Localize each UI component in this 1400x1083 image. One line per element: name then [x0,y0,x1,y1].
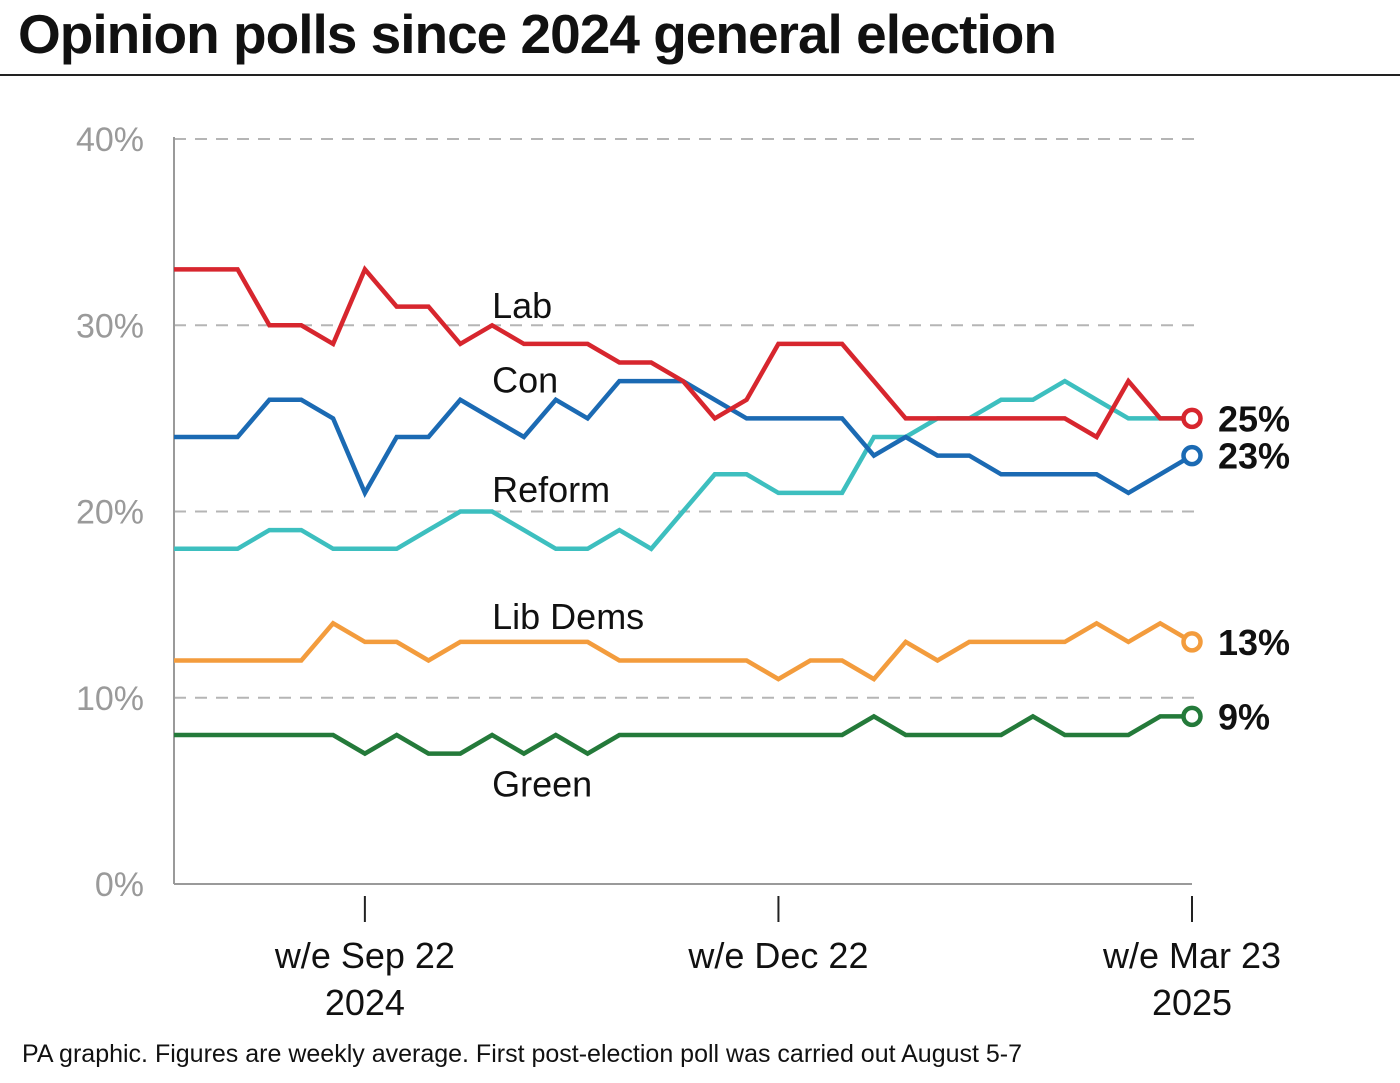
x-tick-year-0: 2024 [325,982,405,1023]
x-axis-ticks: w/e Sep 22 2024 w/e Dec 22 w/e Mar 23 2025 [274,896,1281,1023]
end-value-lab: 25% [1218,398,1290,439]
title-divider [0,74,1400,76]
x-tick-label-1: w/e Dec 22 [687,935,868,976]
y-axis-ticks: 0% 10% 20% 30% 40% [76,121,144,904]
series-line-lab [174,265,1192,441]
x-tick-label-2: w/e Mar 23 [1102,935,1281,976]
end-value-lib-dems: 13% [1218,622,1290,663]
footer-note: PA graphic. Figures are weekly average. … [22,1040,1023,1068]
series-label-green: Green [492,763,592,804]
x-tick-year-2: 2025 [1152,982,1232,1023]
series-label-lib-dems: Lib Dems [492,596,644,637]
series-lines [174,265,1203,757]
gridlines [174,138,1198,699]
end-marker-lib-dems [1181,631,1203,653]
end-marker-lab [1181,407,1203,430]
end-value-con: 23% [1218,436,1290,477]
series-labels: Lab 25% Con 23% Reform Lib Dems 13% Green 9% [492,285,1290,805]
y-tick-label-40: 40% [76,121,144,159]
y-tick-label-30: 30% [76,307,144,345]
chart-title: Opinion polls since 2024 general electio… [18,3,1057,65]
end-value-green: 9% [1218,696,1270,737]
series-label-reform: Reform [492,469,610,510]
series-line-lib-dems [174,620,1194,682]
end-marker-con [1181,444,1203,467]
y-tick-label-20: 20% [76,494,144,532]
axes [173,137,1192,885]
end-marker-green [1181,705,1203,728]
x-tick-label-0: w/e Sep 22 [274,935,455,976]
series-line-green [174,713,1192,757]
series-label-lab: Lab [492,285,552,326]
y-tick-label-0: 0% [95,866,144,904]
series-line-reform [174,378,1192,552]
series-label-con: Con [492,359,558,400]
y-tick-label-10: 10% [76,680,144,718]
